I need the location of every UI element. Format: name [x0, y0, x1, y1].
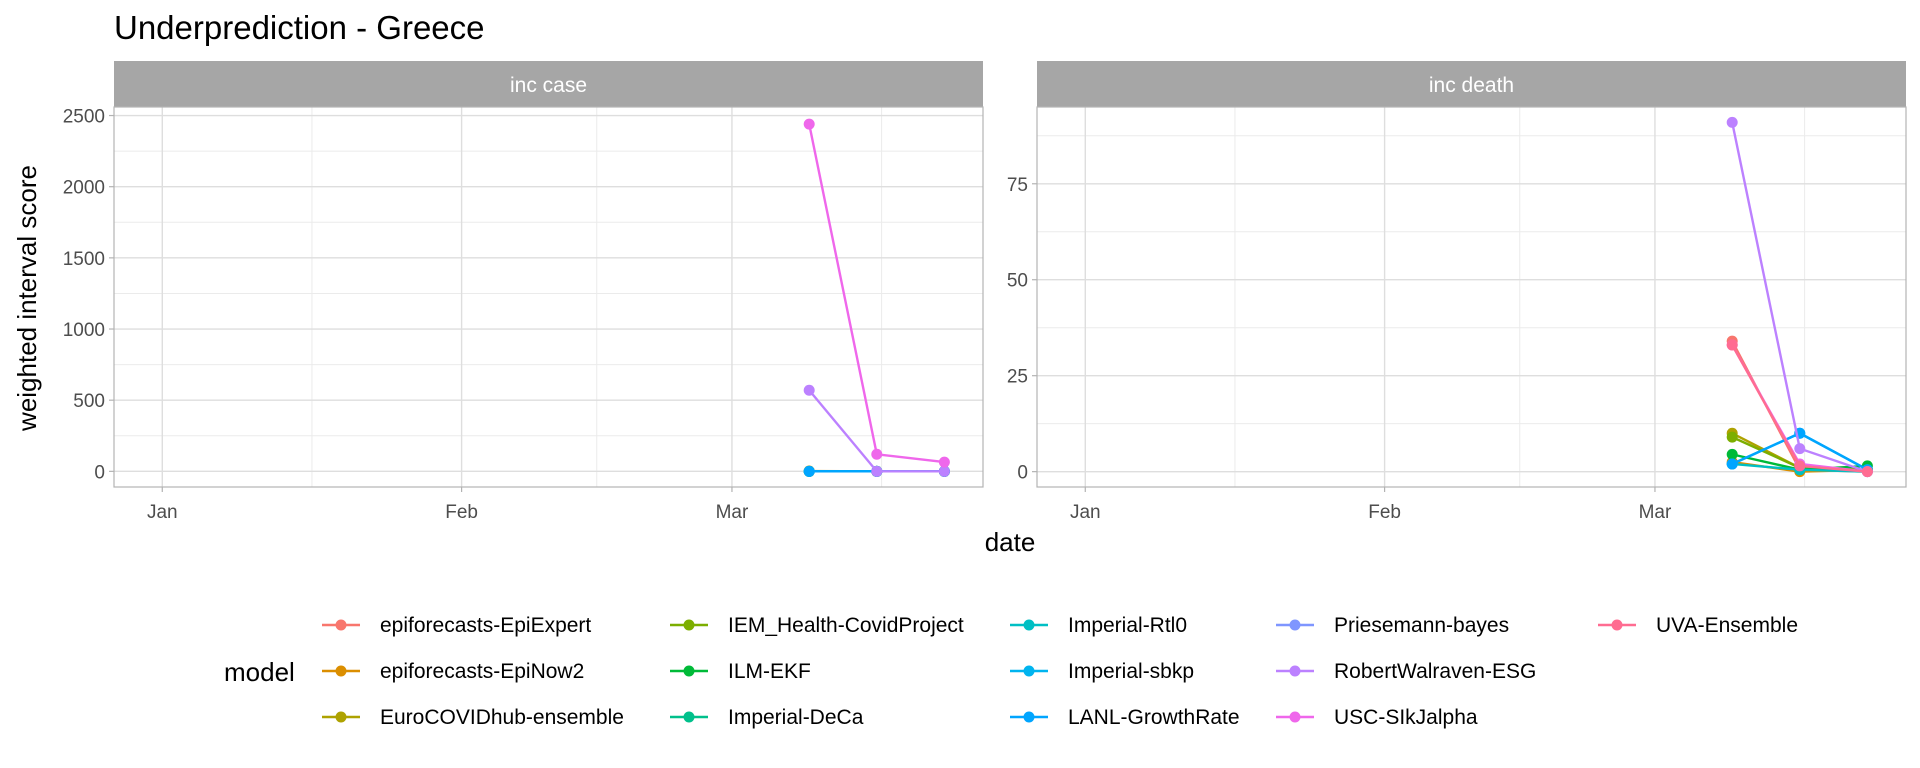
panel-background [114, 107, 983, 487]
x-tick-label: Feb [1368, 502, 1401, 523]
y-tick-label: 2000 [63, 178, 105, 199]
data-point [1726, 431, 1738, 443]
legend-key-point [1289, 711, 1301, 723]
y-tick-label: 25 [1007, 367, 1028, 388]
legend-item-priesemann-bayes: Priesemann-bayes [1276, 614, 1509, 637]
series-robertwalraven-esg [803, 384, 950, 477]
legend-label: UVA-Ensemble [1656, 614, 1798, 637]
panel-inc-death: inc death 0 25 50 75 Jan Feb Mar [1007, 61, 1907, 523]
legend-key-point [1289, 665, 1301, 677]
legend-label: epiforecasts-EpiNow2 [380, 660, 584, 683]
legend-label: LANL-GrowthRate [1068, 706, 1240, 729]
x-tick-label: Feb [445, 502, 478, 523]
x-tick-label: Mar [716, 502, 749, 523]
x-tick-label: Jan [1070, 502, 1101, 523]
legend-label: Priesemann-bayes [1334, 614, 1509, 637]
data-point [1726, 458, 1738, 470]
legend-key-point [335, 711, 347, 723]
y-tick-label: 1000 [63, 320, 105, 341]
legend-label: Imperial-Rtl0 [1068, 614, 1187, 637]
panel-background [1037, 107, 1906, 487]
data-point [1726, 448, 1738, 460]
legend-key-point [335, 619, 347, 631]
legend-label: USC-SIkJalpha [1334, 706, 1478, 729]
legend-title: model [224, 657, 295, 687]
legend-item-imperial-sbkp: Imperial-sbkp [1010, 660, 1194, 683]
panel-border [1036, 106, 1907, 488]
legend-item-lanl-growthrate: LANL-GrowthRate [1010, 706, 1240, 729]
x-tick-label: Jan [147, 502, 178, 523]
legend-item-imperial-rtl0: Imperial-Rtl0 [1010, 614, 1187, 637]
legend-item-ilm-ekf: ILM-EKF [670, 660, 811, 683]
legend: model epiforecasts-EpiExpert epiforecasts… [224, 614, 1798, 729]
legend-key-point [683, 665, 695, 677]
legend-item-iem-health-covidproject: IEM_Health-CovidProject [670, 614, 964, 637]
data-point [803, 118, 815, 130]
y-tick-label: 75 [1007, 175, 1028, 196]
y-tick-label: 2500 [63, 107, 105, 128]
data-point [871, 465, 883, 477]
y-tick-label: 50 [1007, 271, 1028, 292]
legend-label: epiforecasts-EpiExpert [380, 614, 591, 637]
facet-label: inc case [510, 74, 587, 97]
legend-label: RobertWalraven-ESG [1334, 660, 1536, 683]
legend-label: ILM-EKF [728, 660, 811, 683]
legend-key-point [683, 619, 695, 631]
panel-inc-case: inc case 0 500 1000 1500 2000 2500 Jan Feb Mar [63, 61, 984, 523]
data-point [1794, 460, 1806, 472]
x-tick-label: Mar [1639, 502, 1672, 523]
data-point [938, 456, 950, 468]
legend-item-imperial-deca: Imperial-DeCa [670, 706, 864, 729]
data-point [1794, 443, 1806, 455]
series-uva-ensemble [1726, 339, 1873, 478]
data-point [1726, 339, 1738, 351]
data-point [1726, 116, 1738, 128]
legend-key-point [1023, 619, 1035, 631]
y-tick-label: 500 [73, 391, 105, 412]
legend-label: Imperial-sbkp [1068, 660, 1194, 683]
facet-strip [114, 61, 983, 107]
legend-item-uva-ensemble: UVA-Ensemble [1598, 614, 1798, 637]
y-tick-label: 0 [1017, 463, 1028, 484]
legend-item-robertwalraven-esg: RobertWalraven-ESG [1276, 660, 1536, 683]
facet-strip [1037, 61, 1906, 107]
legend-key-point [683, 711, 695, 723]
x-axis-title: date [985, 527, 1036, 557]
legend-label: Imperial-DeCa [728, 706, 864, 729]
legend-label: EuroCOVIDhub-ensemble [380, 706, 624, 729]
legend-key-point [1611, 619, 1623, 631]
data-point [871, 448, 883, 460]
chart-title: Underprediction - Greece [114, 9, 485, 46]
legend-key-point [1023, 665, 1035, 677]
facet-label: inc death [1429, 74, 1514, 97]
y-tick-label: 1500 [63, 249, 105, 270]
data-point [803, 465, 815, 477]
legend-key-point [335, 665, 347, 677]
series-usc-sikjalpha [803, 118, 950, 468]
data-point [803, 384, 815, 396]
y-tick-label: 0 [94, 462, 105, 483]
data-point [938, 465, 950, 477]
legend-key-point [1023, 711, 1035, 723]
panel-border [113, 106, 984, 488]
legend-item-epiforecasts-epinow2: epiforecasts-EpiNow2 [322, 660, 584, 683]
legend-label: IEM_Health-CovidProject [728, 614, 964, 637]
y-axis-title: weighted interval score [12, 165, 42, 432]
legend-item-usc-sikjalpha: USC-SIkJalpha [1276, 706, 1478, 729]
legend-item-eurocovidhub-ensemble: EuroCOVIDhub-ensemble [322, 706, 624, 729]
legend-key-point [1289, 619, 1301, 631]
data-point [1861, 466, 1873, 478]
legend-item-epiforecasts-epiexpert: epiforecasts-EpiExpert [322, 614, 591, 637]
